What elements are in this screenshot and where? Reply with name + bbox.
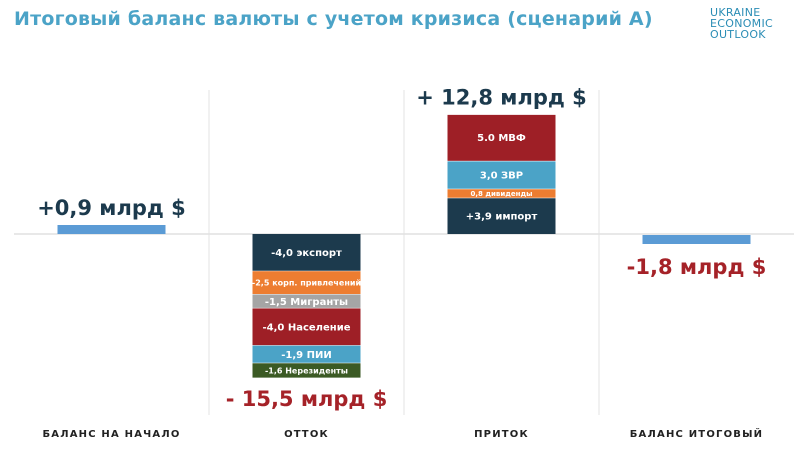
balance-bar [57,225,166,234]
segment-bar [252,345,361,364]
total-label: + 12,8 млрд $ [416,85,587,109]
ukraine-economic-outlook-logo: UKRAINE ECONOMIC OUTLOOK [710,7,773,40]
category-label: ОТТОК [284,429,329,440]
logo-line: UKRAINE [710,6,761,19]
balance-bar [642,235,751,244]
total-label: +0,9 млрд $ [37,196,186,220]
segment-bar [252,363,361,379]
segment-bar [447,188,556,198]
segment-bar [447,160,556,189]
segment-label: 5.0 МВФ [477,133,526,144]
segment-bar [447,114,556,161]
segment-label: -1,6 Нерезиденты [265,367,348,376]
segment-label: +3,9 импорт [466,211,538,222]
segment-label: 0,8 дивиденды [471,190,533,198]
category-label: ПРИТОК [474,429,529,440]
logo-line: ECONOMIC [710,17,773,30]
segment-bar [252,271,361,295]
segment-bar [252,294,361,309]
segment-label: -1,9 ПИИ [281,350,331,361]
segment-bar [252,234,361,272]
segment-label: -4,0 Население [263,323,351,334]
category-label: БАЛАНС НА НАЧАЛО [42,429,180,440]
segment-label: 3,0 ЗВР [480,170,523,181]
category-label: БАЛАНС ИТОГОВЫЙ [630,427,764,440]
total-label: - 15,5 млрд $ [226,387,388,411]
segment-bar [447,197,556,234]
logo-line: OUTLOOK [710,28,766,41]
segment-label: -2,5 корп. привлечений [252,279,361,288]
page-title: Итоговый баланс валюты с учетом кризиса … [14,8,653,30]
segment-bar [252,308,361,346]
segment-label: -4,0 экспорт [271,248,342,259]
total-label: -1,8 млрд $ [627,255,767,279]
segment-label: -1,5 Мигранты [265,297,348,308]
